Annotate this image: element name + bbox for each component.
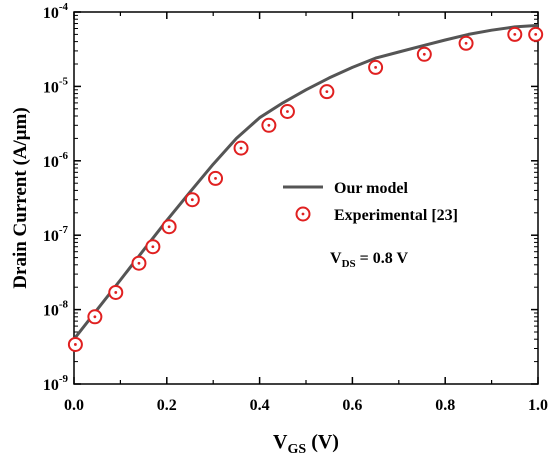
legend-label-experimental: Experimental [23] [334,207,458,224]
experimental-point-center [137,261,141,265]
y-tick-label: 10-8 [43,299,69,320]
experimental-point-center [267,123,271,127]
plot-frame [73,11,539,385]
x-tick-label: 1.0 [528,397,548,414]
experimental-point-center [422,52,426,56]
y-tick-label: 10-4 [43,1,69,22]
series-experimental [67,26,544,352]
series-our-model [72,23,539,341]
vds-annotation: VDS = 0.8 V [330,250,408,270]
model-line [72,23,539,341]
x-axis-label-suffix: (V) [306,431,339,453]
vds-annotation-suffix: = 0.8 V [356,250,409,267]
experimental-point-center [151,245,155,249]
experimental-point-center [464,41,468,45]
vds-annotation-main: V [330,250,342,267]
experimental-point-center [534,32,538,36]
experimental-point-center [114,291,118,294]
experimental-point-center [167,225,171,229]
experimental-point-center [190,198,194,202]
x-axis-label-main: V [273,431,288,453]
y-tick-label: 10-5 [43,75,69,96]
x-tick-label: 0.2 [157,397,177,414]
legend: Our model Experimental [23] [283,180,458,224]
x-tick-label: 0.0 [64,397,84,414]
x-axis-label-sub: GS [288,442,307,457]
x-tick-label: 0.6 [342,397,362,414]
experimental-point-center [286,110,289,113]
experimental-point-center [513,32,517,36]
y-tick-label: 10-9 [43,373,69,394]
y-axis-label: Drain Current (A/μm) [10,107,31,288]
x-axis-label: VGS (V) [273,431,339,457]
experimental-point-center [214,177,217,180]
vds-annotation-sub: DS [342,258,356,270]
x-tick-label: 0.4 [250,397,270,414]
y-tick-label: 10-6 [43,150,69,171]
y-tick-label: 10-7 [43,224,69,245]
x-axis-ticks: 0.0 0.2 0.4 0.6 0.8 1.0 [64,12,548,414]
x-tick-label: 0.8 [435,397,455,414]
experimental-point-center [93,315,97,319]
experimental-point-center [73,343,77,346]
y-axis-ticks: 10-9 10-8 10-7 10-6 10-5 10-4 [43,1,538,394]
legend-label-our-model: Our model [334,180,408,197]
experimental-point-center [325,90,329,94]
legend-marker-dot [301,212,305,216]
experimental-point-center [374,66,377,69]
experimental-point-center [239,146,243,150]
